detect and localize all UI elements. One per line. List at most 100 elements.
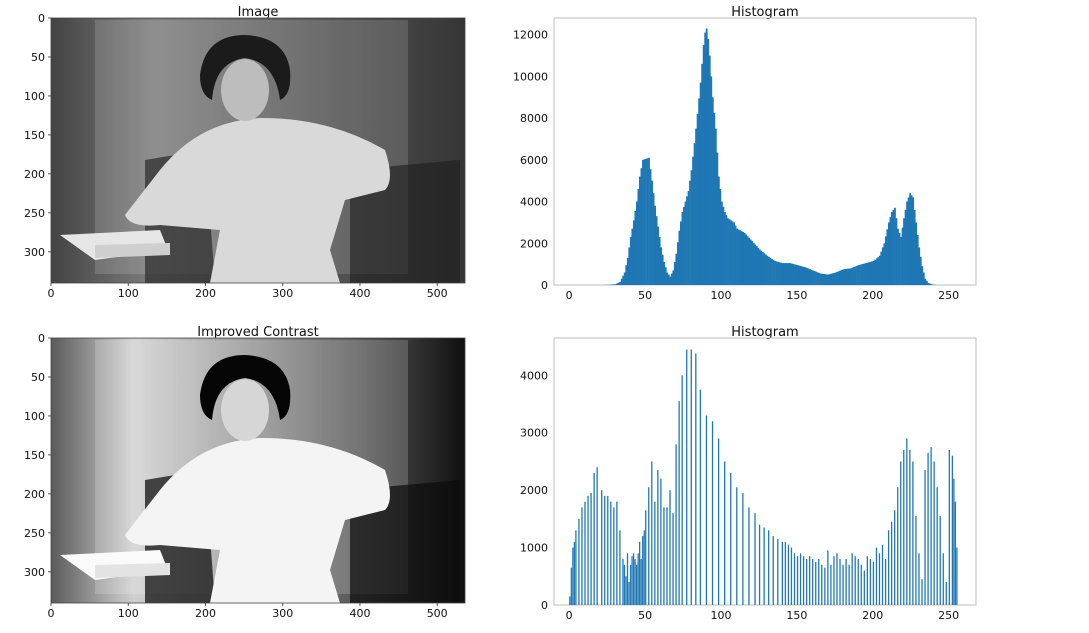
- histogram-1-bar: [728, 219, 731, 285]
- histogram-1-bar: [755, 246, 758, 285]
- improved-x-tick-label: 200: [195, 607, 216, 620]
- histogram-1-bar: [620, 278, 623, 285]
- histogram-1-bar: [853, 267, 855, 285]
- histogram-1-bar: [731, 221, 734, 285]
- image-y-tick-label: 200: [24, 168, 45, 181]
- histogram-1-bar: [639, 176, 641, 285]
- histogram-2-bar: [815, 561, 817, 605]
- histogram-1-bar: [810, 269, 813, 285]
- histogram-2-bar: [812, 559, 814, 605]
- histogram-1-bar: [793, 264, 796, 285]
- histogram-2-bar: [784, 541, 787, 605]
- histogram-2-bar: [839, 559, 841, 605]
- histogram-1-bar: [825, 274, 828, 285]
- histogram-1-bar: [863, 263, 866, 285]
- histogram-1-bar: [783, 263, 786, 285]
- histogram-1-bar: [628, 247, 631, 285]
- image-x-tick-label: 300: [272, 287, 293, 300]
- histogram-1-bar: [897, 228, 899, 285]
- histogram-2-bar: [900, 461, 902, 605]
- histogram-1-bar: [930, 284, 933, 285]
- histogram-1-bar: [927, 282, 930, 285]
- histogram-2-bar: [866, 556, 868, 605]
- histogram-1-bar: [889, 217, 892, 285]
- histogram-1-x-tick-label: 0: [566, 289, 573, 302]
- histogram-1-bar: [872, 261, 875, 285]
- image-y-tick-label: 150: [24, 129, 45, 142]
- histogram-1-bar: [734, 225, 737, 285]
- histogram-1-bar: [672, 270, 675, 285]
- histogram-1-bar: [673, 262, 676, 285]
- histogram-2-bar: [573, 541, 576, 605]
- histogram-1-bar: [663, 262, 666, 285]
- histogram-2-bar: [830, 564, 832, 605]
- histogram-2-bar: [924, 470, 926, 605]
- histogram-2-bar: [607, 495, 609, 605]
- histogram-1-bar: [768, 256, 770, 285]
- histogram-1-bar: [758, 249, 761, 285]
- image-x-tick-label: 200: [195, 287, 216, 300]
- histogram-1-bar: [689, 180, 691, 285]
- histogram-1-bar: [654, 205, 657, 285]
- histogram-1-bar: [904, 209, 907, 285]
- histogram-1-bar: [652, 193, 655, 285]
- image-y-tick-label: 100: [24, 90, 45, 103]
- histogram-1-x-tick-label: 50: [638, 289, 652, 302]
- histogram-2-bar: [754, 513, 756, 605]
- improved-y-tick-label: 250: [24, 527, 45, 540]
- histogram-2-bar: [705, 415, 708, 605]
- histogram-2-bar: [681, 375, 683, 605]
- histogram-1-bar: [736, 228, 738, 285]
- histogram-1-bar: [809, 269, 811, 285]
- histogram-2-bar: [634, 559, 636, 605]
- histogram-1-bar: [921, 266, 924, 285]
- image-panel: Image 0 100 200 300 400 500 0 50 100 150 200 250 30…: [24, 5, 466, 300]
- histogram-2-x-ticks: 0 50 100 150 200 250: [566, 609, 959, 622]
- histogram-1-y-tick-label: 4000: [520, 196, 548, 209]
- histogram-1-bar: [843, 269, 846, 285]
- histogram-2-bar: [724, 461, 726, 605]
- histogram-1-bar: [854, 266, 857, 285]
- histogram-2-x-tick-label: 0: [566, 609, 573, 622]
- histogram-1-bar: [786, 263, 789, 285]
- histogram-2-bar: [887, 530, 890, 605]
- histogram-1-bar: [865, 263, 868, 285]
- histogram-1-y-tick-label: 2000: [520, 237, 548, 250]
- histogram-1-bar: [660, 247, 663, 285]
- image-x-tick-label: 500: [427, 287, 448, 300]
- histogram-2-bar: [699, 389, 702, 605]
- histogram-2-bar: [790, 547, 793, 605]
- histogram-1-bar: [743, 232, 746, 285]
- histogram-2-bar: [772, 536, 774, 605]
- histogram-1-bar: [611, 284, 614, 285]
- histogram-1-bar: [919, 256, 922, 285]
- histogram-1-bar: [761, 252, 764, 285]
- histogram-1-bar: [836, 271, 839, 285]
- image-y-tick-label: 300: [24, 246, 45, 259]
- histogram-2-bar: [695, 353, 697, 605]
- histogram-1-bar: [642, 159, 644, 285]
- histogram-1-bar: [701, 63, 704, 285]
- histogram-2-bar: [640, 559, 642, 605]
- histogram-2-bar: [842, 564, 844, 605]
- histogram-2-bar: [690, 349, 692, 605]
- histogram-panel-1: Histogram 0 50 100 150 200 250 0 2000 4000 6000 8…: [513, 5, 977, 302]
- histogram-2-bar: [921, 579, 923, 605]
- histogram-1-bar: [851, 267, 854, 285]
- histogram-2-bar: [793, 553, 796, 605]
- photo-equalized: [51, 338, 465, 603]
- histogram-1-bar: [862, 263, 864, 285]
- histogram-1-bar: [616, 283, 619, 285]
- histogram-1-bar: [903, 218, 905, 285]
- improved-y-tick-label: 50: [31, 371, 45, 384]
- histogram-1-bar: [815, 271, 817, 285]
- histogram-1-bar: [913, 209, 916, 285]
- histogram-2-bar: [954, 501, 957, 605]
- histogram-2-bar: [872, 561, 875, 605]
- histogram-2-bar: [851, 553, 853, 605]
- histogram-2-x-tick-label: 150: [786, 609, 807, 622]
- histogram-2-bar: [575, 530, 577, 605]
- improved-x-tick-label: 300: [272, 607, 293, 620]
- histogram-2-bar: [805, 559, 808, 605]
- histogram-1-bar: [739, 230, 742, 285]
